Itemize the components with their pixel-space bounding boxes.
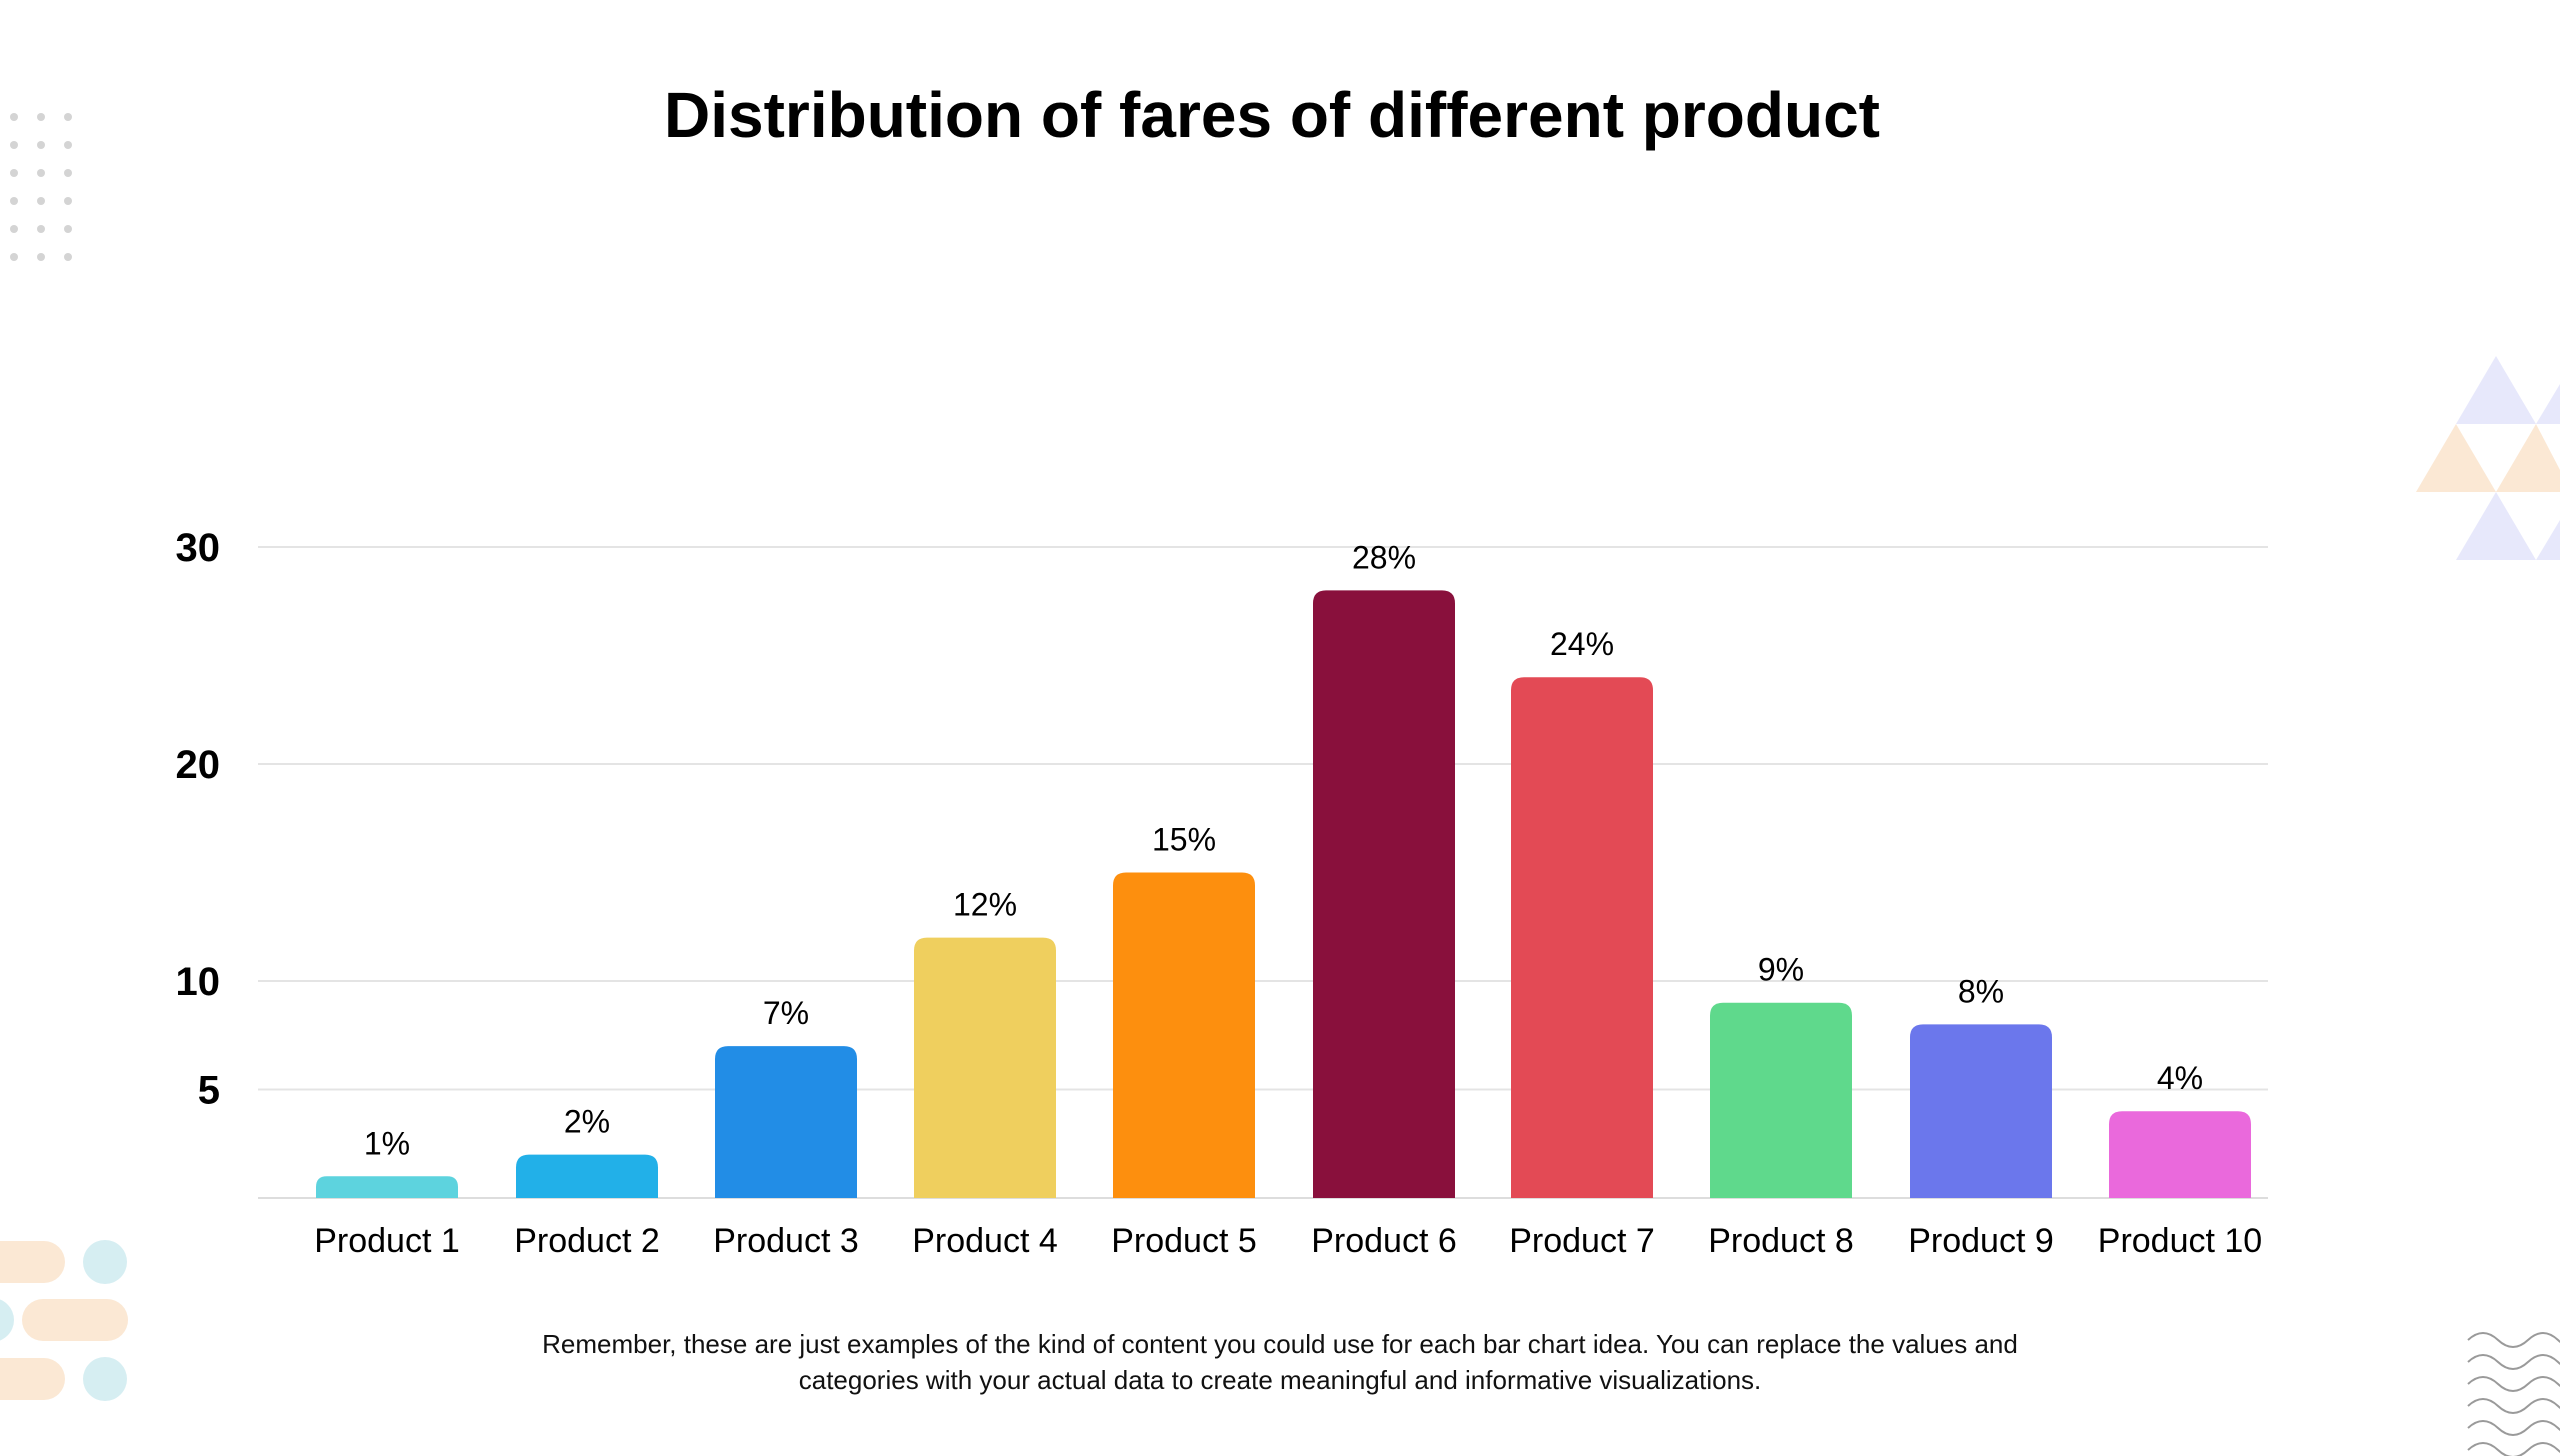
decor-dot [64,169,72,177]
x-tick-label: Product 6 [1311,1222,1457,1260]
data-label: 7% [763,995,809,1031]
data-label: 24% [1550,626,1614,662]
x-tick-label: Product 3 [713,1222,859,1260]
bar [715,1046,857,1198]
decor-triangle [2456,356,2536,424]
decor-triangle [2536,384,2560,424]
decor-triangle [2456,492,2536,560]
decor-dot [10,225,18,233]
data-label: 15% [1152,822,1216,858]
decor-dot [10,141,18,149]
bar [1511,677,1653,1198]
decor-dot [37,253,45,261]
decor-dot [10,253,18,261]
bars [316,590,2251,1198]
decor-wave [2467,1398,2560,1414]
decor-wave [2467,1332,2560,1348]
bar [1710,1002,1852,1198]
bar [2109,1111,2251,1198]
footnote: Remember, these are just examples of the… [542,1329,2018,1395]
decor-pill [0,1241,65,1283]
data-label: 12% [953,887,1017,923]
bar [1113,872,1255,1198]
bar [914,937,1056,1198]
x-tick-label: Product 5 [1111,1222,1257,1260]
y-tick-label: 5 [198,1069,220,1113]
y-tick-label: 20 [176,743,221,787]
x-tick-label: Product 4 [912,1222,1058,1260]
decor-dot [37,197,45,205]
decor-circle [0,1299,14,1341]
data-label: 1% [364,1125,410,1161]
x-tick-label: Product 8 [1708,1222,1854,1260]
decor-triangle [2496,424,2560,492]
y-axis-ticks: 5 10 20 30 [176,526,221,1113]
x-axis-ticks: Product 1 Product 2 Product 3 Product 4 Prod… [314,1222,2262,1260]
decor-wave [2467,1420,2560,1436]
decor-triangle [2536,520,2560,560]
data-labels: 1% 2% 7% 12% 15% 28% 24% 9% 8% 4% [364,539,2203,1161]
bar [1313,590,1455,1198]
decor-dot [37,113,45,121]
data-label: 4% [2157,1060,2203,1096]
decor-dot [37,141,45,149]
decor-dot [37,169,45,177]
decor-pill [22,1299,128,1341]
decor-circle [83,1240,127,1284]
bar [1910,1024,2052,1198]
bar [516,1154,658,1198]
x-tick-label: Product 1 [314,1222,460,1260]
y-tick-label: 30 [176,526,221,570]
decor-dot [10,169,18,177]
decor-dot [10,197,18,205]
decor-dot [64,197,72,205]
x-tick-label: Product 2 [514,1222,660,1260]
decor-wave [2467,1354,2560,1370]
data-label: 2% [564,1104,610,1140]
decor-dot [10,113,18,121]
decor-dot [64,225,72,233]
data-label: 28% [1352,539,1416,575]
decor-wave [2467,1442,2560,1456]
bar [316,1176,458,1198]
decor-dot [64,113,72,121]
data-label: 9% [1758,952,1804,988]
decor-dot [37,225,45,233]
decorations [0,113,2560,1456]
data-label: 8% [1958,973,2004,1009]
chart-title: Distribution of fares of different produ… [664,79,1880,151]
y-tick-label: 10 [176,960,221,1004]
decor-circle [83,1357,127,1401]
x-tick-label: Product 9 [1908,1222,2054,1260]
decor-dot [64,141,72,149]
x-tick-label: Product 10 [2098,1222,2262,1260]
decor-dot [64,253,72,261]
x-tick-label: Product 7 [1509,1222,1655,1260]
decor-triangle [2416,424,2496,492]
decor-wave [2467,1376,2560,1392]
decor-pill [0,1358,65,1400]
